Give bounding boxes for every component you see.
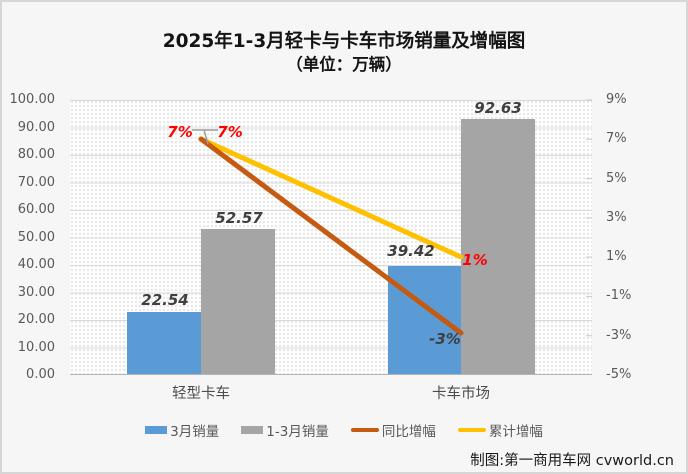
growth-lines-layer [70,99,592,375]
left-axis: 100.00 90.00 80.00 70.00 60.00 50.00 40.… [2,92,62,382]
legend-swatch-yoy-line [350,428,379,432]
left-axis-tick: 30.00 [17,284,55,300]
value-label-light-march: 22.54 [141,291,189,309]
value-label-light-cumulative: 52.57 [215,209,263,227]
source-credit: 制图:第一商用车网 cvworld.cn [470,453,674,469]
category-label-truck-market: 卡车市场 [432,386,490,402]
left-axis-tick: 60.00 [17,202,55,217]
left-axis-tick: 10.00 [17,339,55,355]
legend-swatch-cumulative-line [457,428,486,432]
chart-title-block: 2025年1-3月轻卡与卡车市场销量及增幅图 （单位：万辆） [2,29,686,76]
value-label-market-cumulative: 92.63 [474,99,522,117]
right-axis-tick: 3% [606,209,627,225]
chart-title: 2025年1-3月轻卡与卡车市场销量及增幅图 [162,31,526,52]
plot-area [70,99,592,375]
right-axis-ticks [586,99,592,337]
bar-march-truck-market [388,266,461,374]
label-leader-line [192,129,218,145]
value-label-cumulative-start: 7% [217,123,243,141]
left-axis-tick: 40.00 [17,257,55,272]
right-axis-tick: -1% [606,288,632,304]
left-axis-tick: 50.00 [17,229,55,245]
legend-item-yoy-growth: 同比增幅 [350,420,436,440]
bar-cumulative-light-truck [201,229,275,374]
right-axis: 9% 7% 5% 3% 1% -1% -3% -5% [598,92,684,382]
yoy-growth-line [198,136,464,336]
legend-swatch-march-bar [145,426,168,434]
chart-subtitle: （单位：万辆） [286,55,402,74]
right-axis-tick: -3% [606,327,632,343]
value-label-yoy-start: 7% [167,123,193,141]
left-axis-tick: 70.00 [17,174,55,190]
bar-march-light-truck [127,312,201,374]
right-axis-tick: 7% [606,131,627,147]
left-axis-tick: 80.00 [17,147,55,162]
value-label-yoy-end: -3% [429,330,461,348]
left-axis-tick: 100.00 [9,92,56,107]
right-axis-tick: 1% [606,249,627,265]
left-axis-tick: 20.00 [17,312,55,327]
left-axis-tick: 0.00 [26,367,55,382]
legend-item-cumulative-growth: 累计增幅 [457,420,543,440]
bar-cumulative-truck-market [461,119,535,374]
legend: 3月销量 1-3月销量 同比增幅 累计增幅 [2,420,686,440]
right-axis-tick: 9% [606,92,627,107]
right-axis-tick: 5% [606,170,627,186]
left-axis-tick: 90.00 [17,119,55,135]
legend-item-march-sales: 3月销量 [145,420,219,440]
legend-label: 同比增幅 [381,424,436,440]
right-axis-tick: -5% [606,367,632,382]
legend-label: 3月销量 [170,424,220,440]
legend-label: 1-3月销量 [266,424,329,440]
cumulative-growth-line [198,136,464,260]
category-label-light-truck: 轻型卡车 [172,386,230,402]
legend-item-cumulative-sales: 1-3月销量 [241,420,329,440]
value-label-market-march: 39.42 [387,242,435,260]
legend-swatch-cumulative-bar [241,426,264,434]
legend-label: 累计增幅 [488,424,543,440]
value-label-cumulative-end: 1% [462,251,488,269]
